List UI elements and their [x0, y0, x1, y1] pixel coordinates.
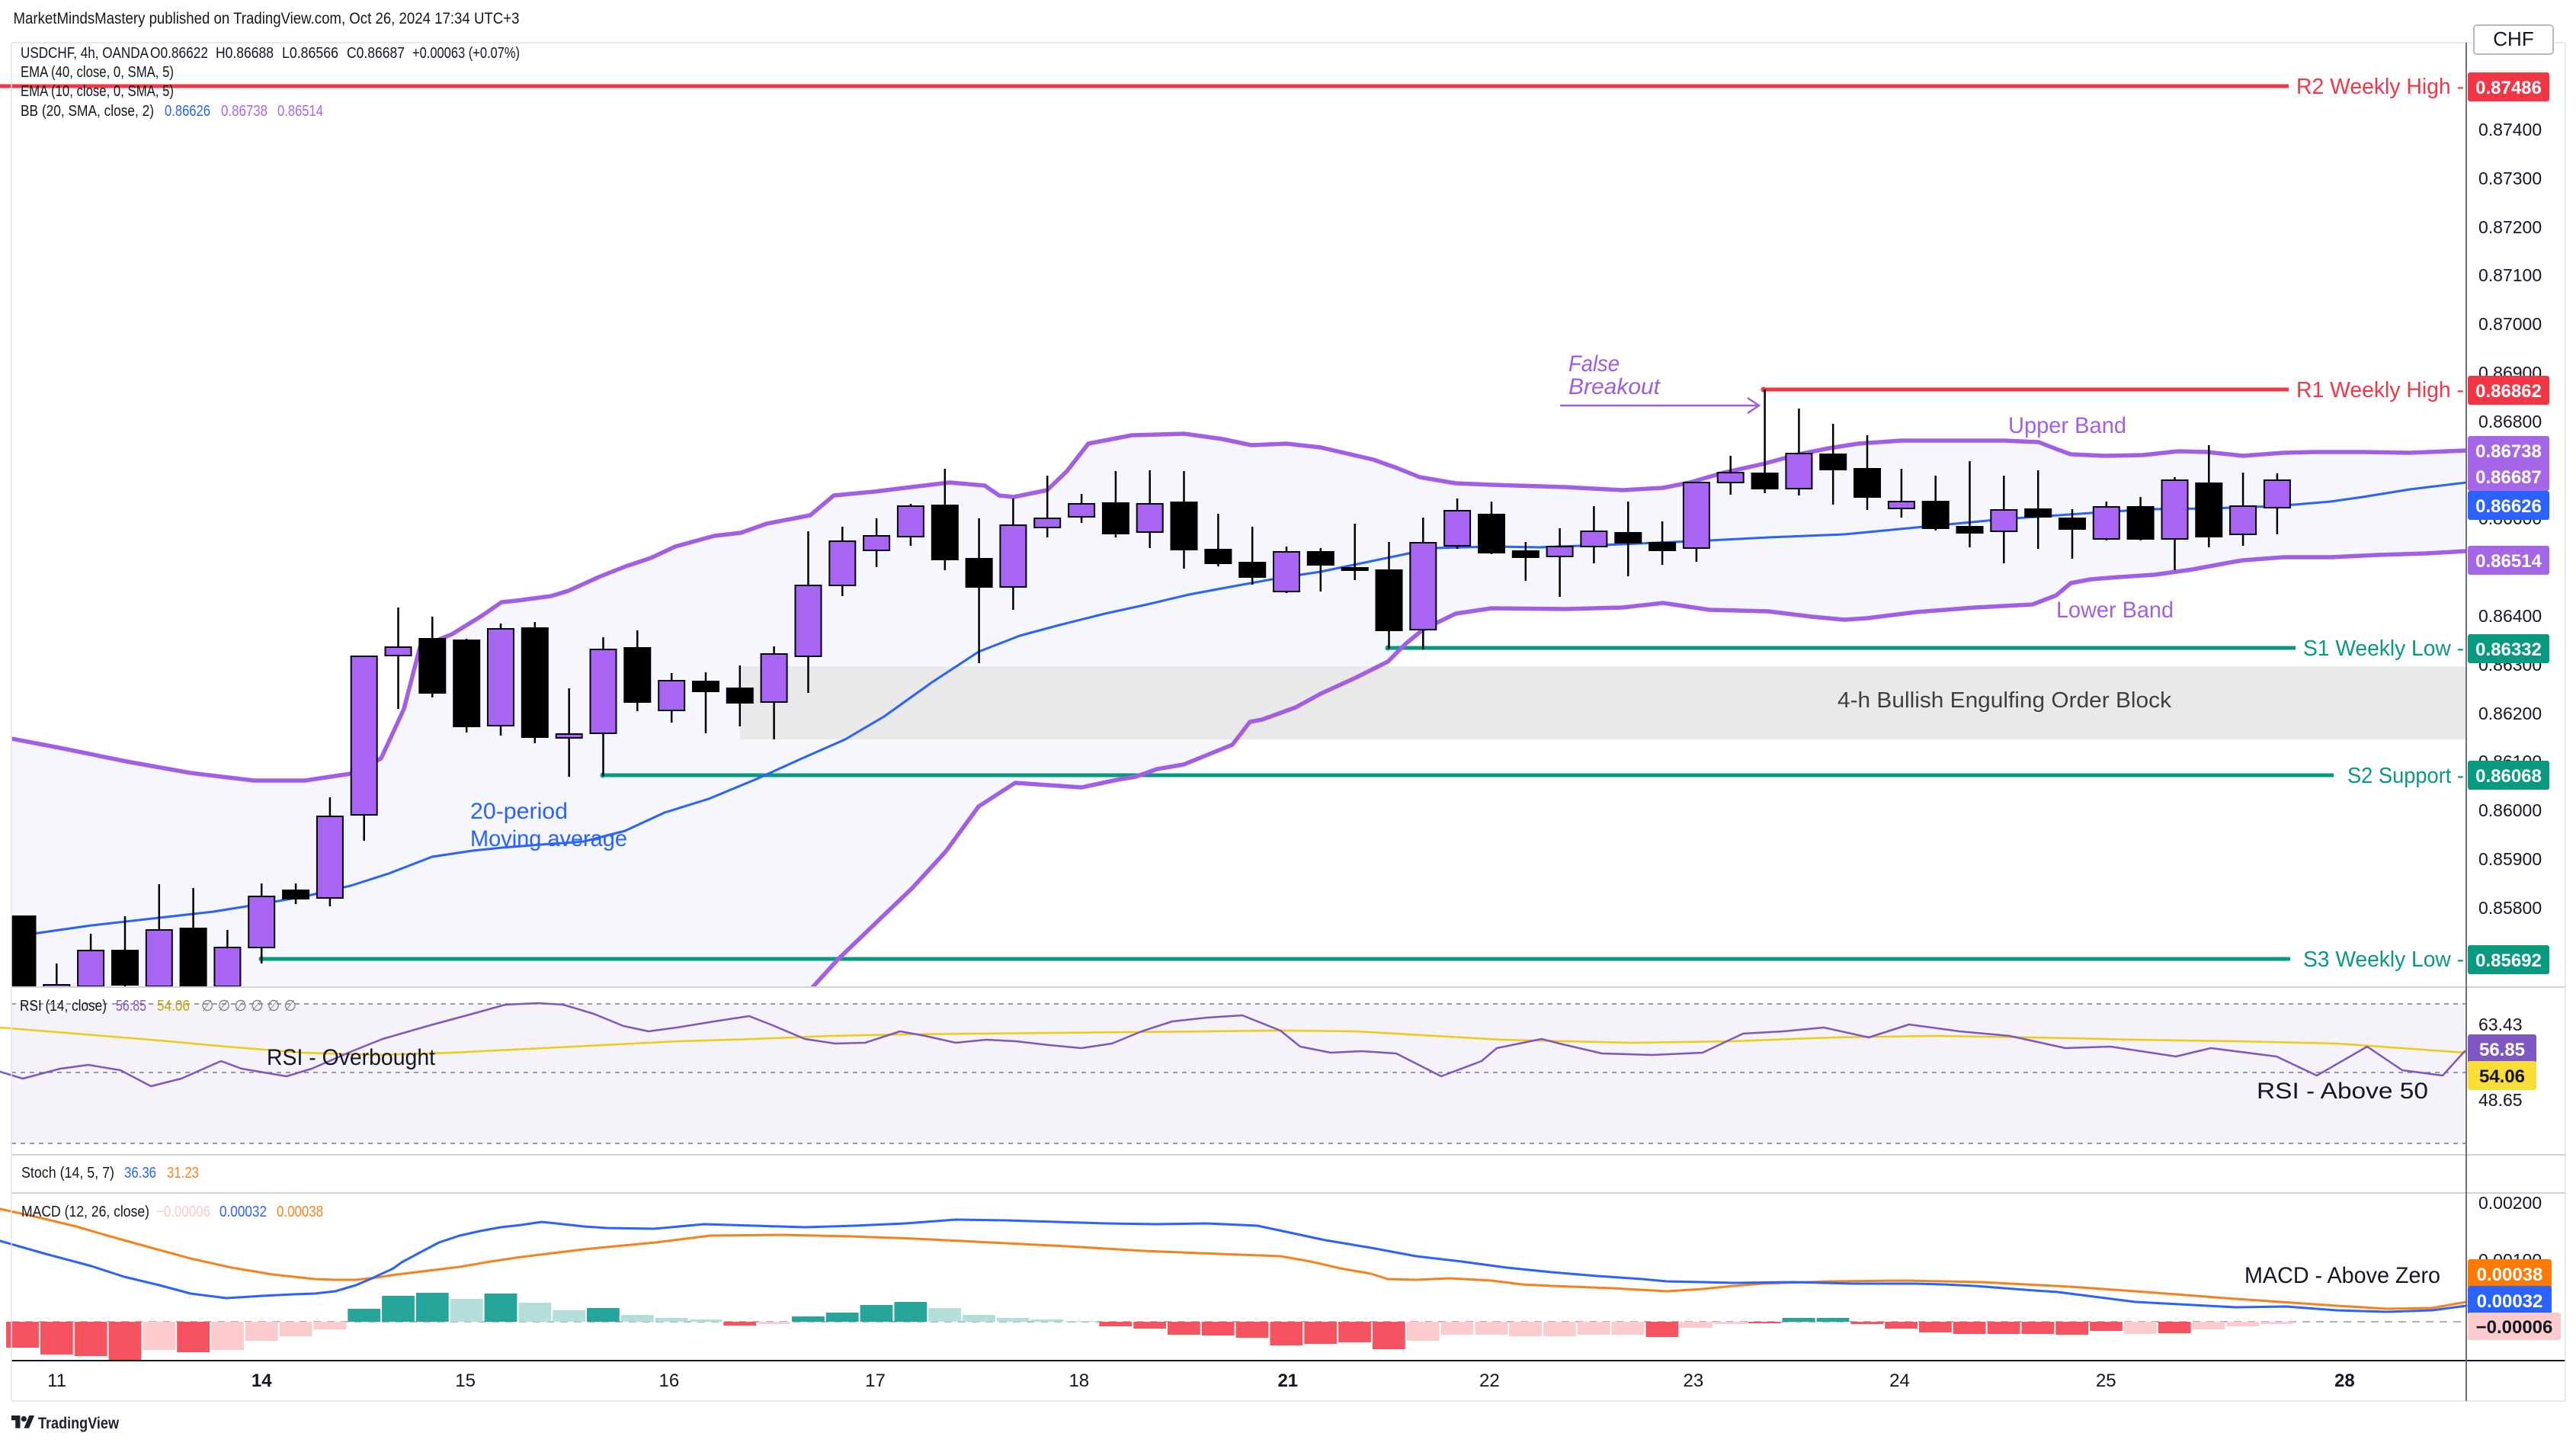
svg-text:Stoch (14, 5, 7): Stoch (14, 5, 7)	[21, 1165, 114, 1181]
svg-text:11: 11	[47, 1371, 66, 1391]
svg-text:0.86200: 0.86200	[2478, 704, 2542, 723]
svg-text:S1 Weekly Low -: S1 Weekly Low -	[2303, 636, 2464, 661]
svg-text:56.85: 56.85	[116, 998, 146, 1015]
svg-text:15: 15	[455, 1371, 476, 1391]
svg-text:Moving average: Moving average	[470, 826, 627, 851]
svg-text:0.86068: 0.86068	[2475, 766, 2542, 787]
svg-text:False: False	[1568, 351, 1620, 377]
svg-text:48.65: 48.65	[2478, 1090, 2523, 1110]
svg-text:0.85900: 0.85900	[2478, 849, 2542, 869]
svg-text:L0.86566: L0.86566	[282, 45, 338, 62]
svg-text:EMA (40, close, 0, SMA, 5): EMA (40, close, 0, SMA, 5)	[21, 64, 174, 81]
svg-text:0.86687: 0.86687	[2475, 467, 2542, 488]
svg-text:0.86514: 0.86514	[277, 103, 323, 120]
svg-text:0.86400: 0.86400	[2478, 606, 2542, 626]
svg-text:0.86800: 0.86800	[2478, 412, 2542, 431]
svg-text:RSI - Overbought: RSI - Overbought	[267, 1045, 436, 1070]
svg-text:EMA (10, close, 0, SMA, 5): EMA (10, close, 0, SMA, 5)	[21, 83, 174, 100]
svg-text:USDCHF, 4h, OANDA: USDCHF, 4h, OANDA	[21, 45, 149, 62]
svg-text:63.43: 63.43	[2478, 1015, 2523, 1034]
svg-text:16: 16	[659, 1371, 680, 1391]
svg-text:MACD - Above Zero: MACD - Above Zero	[2244, 1263, 2440, 1288]
svg-text:54.06: 54.06	[157, 998, 190, 1015]
svg-text:31.23: 31.23	[167, 1165, 199, 1181]
svg-text:0.86514: 0.86514	[2475, 551, 2542, 572]
svg-text:RSI - Above 50: RSI - Above 50	[2257, 1079, 2428, 1104]
svg-text:56.85: 56.85	[2479, 1040, 2525, 1060]
svg-text:MACD (12, 26, close): MACD (12, 26, close)	[21, 1204, 149, 1220]
svg-text:54.06: 54.06	[2479, 1066, 2525, 1087]
svg-text:0.87000: 0.87000	[2478, 314, 2542, 334]
svg-text:0.86738: 0.86738	[221, 103, 268, 120]
svg-text:0.86332: 0.86332	[2475, 640, 2542, 660]
svg-text:0.86626: 0.86626	[165, 103, 210, 120]
svg-text:O0.86622: O0.86622	[150, 45, 208, 62]
svg-text:0.87400: 0.87400	[2478, 120, 2542, 139]
svg-text:0.87200: 0.87200	[2478, 217, 2542, 237]
svg-text:+0.00063 (+0.07%): +0.00063 (+0.07%)	[412, 45, 520, 62]
svg-text:MarketMindsMastery published o: MarketMindsMastery published on TradingV…	[14, 10, 520, 27]
svg-text:0.87100: 0.87100	[2478, 265, 2542, 285]
svg-text:20-period: 20-period	[470, 799, 568, 824]
svg-text:18: 18	[1069, 1371, 1089, 1391]
svg-text:23: 23	[1684, 1371, 1704, 1391]
svg-text:∅ ∅ ∅ ∅ ∅ ∅: ∅ ∅ ∅ ∅ ∅ ∅	[201, 998, 296, 1015]
svg-text:H0.86688: H0.86688	[216, 45, 274, 62]
svg-text:4-h Bullish Engulfing Order Bl: 4-h Bullish Engulfing Order Block	[1837, 688, 2172, 713]
svg-text:S3 Weekly Low -: S3 Weekly Low -	[2303, 947, 2464, 972]
svg-text:0.00200: 0.00200	[2478, 1193, 2542, 1213]
svg-text:0.00038: 0.00038	[2477, 1265, 2543, 1285]
svg-text:0.00038: 0.00038	[277, 1204, 323, 1220]
svg-text:0.86862: 0.86862	[2475, 381, 2542, 402]
svg-text:Breakout: Breakout	[1568, 374, 1661, 399]
svg-text:36.36: 36.36	[124, 1165, 156, 1181]
svg-text:−0.00006: −0.00006	[2476, 1317, 2553, 1338]
svg-text:R2 Weekly High -: R2 Weekly High -	[2296, 75, 2464, 99]
svg-text:0.87486: 0.87486	[2475, 78, 2542, 98]
svg-text:0.85800: 0.85800	[2478, 898, 2542, 918]
svg-text:0.00032: 0.00032	[2477, 1291, 2543, 1312]
svg-text:0.00032: 0.00032	[219, 1204, 267, 1220]
svg-text:0.86738: 0.86738	[2475, 441, 2542, 462]
svg-text:14: 14	[252, 1371, 272, 1391]
svg-text:TradingView: TradingView	[38, 1414, 119, 1432]
svg-text:0.85692: 0.85692	[2475, 951, 2542, 971]
svg-text:25: 25	[2096, 1371, 2116, 1391]
svg-text:−0.00006: −0.00006	[156, 1204, 210, 1220]
svg-text:0.86626: 0.86626	[2475, 496, 2542, 517]
svg-text:CHF: CHF	[2493, 27, 2533, 50]
svg-text:S2 Support -: S2 Support -	[2347, 764, 2464, 788]
svg-text:0.87300: 0.87300	[2478, 168, 2542, 188]
svg-text:22: 22	[1479, 1371, 1500, 1391]
svg-text:24: 24	[1889, 1371, 1910, 1391]
svg-text:RSI (14, close): RSI (14, close)	[20, 998, 107, 1015]
svg-text:17: 17	[865, 1371, 886, 1391]
svg-text:28: 28	[2334, 1371, 2355, 1391]
svg-text:C0.86687: C0.86687	[347, 45, 405, 62]
svg-text:Upper Band: Upper Band	[2008, 413, 2126, 438]
svg-text:21: 21	[1277, 1371, 1298, 1391]
svg-text:BB (20, SMA, close, 2): BB (20, SMA, close, 2)	[21, 103, 154, 120]
svg-text:R1 Weekly High -: R1 Weekly High -	[2296, 378, 2464, 402]
svg-text:Lower Band: Lower Band	[2056, 598, 2174, 623]
svg-text:0.86000: 0.86000	[2478, 800, 2542, 820]
